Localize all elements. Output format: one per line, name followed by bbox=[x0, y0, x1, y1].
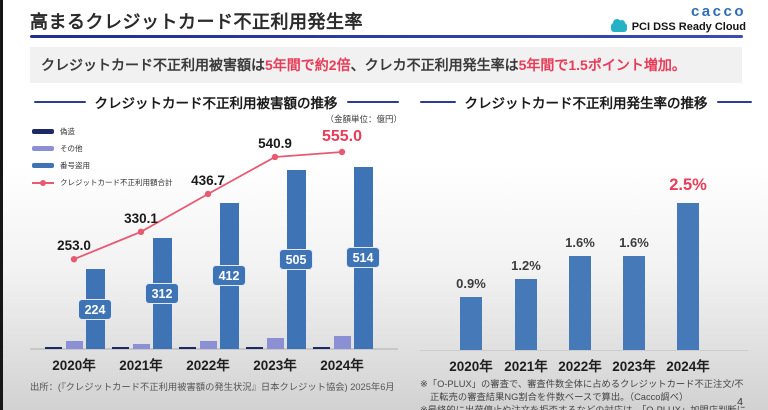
total-point-2023年 bbox=[271, 153, 279, 161]
x-axis-label: 2020年 bbox=[52, 358, 96, 373]
rate-chart-title: クレジットカード不正利用発生率の推移 bbox=[464, 96, 708, 111]
x-axis-label: 2021年 bbox=[504, 359, 548, 374]
rate-value-label: 1.6% bbox=[619, 234, 649, 250]
bar-value-badge: 412 bbox=[212, 265, 246, 287]
page-title: 高まるクレジットカード不正利用発生率 bbox=[30, 12, 363, 32]
banner-highlight-2: 5年間で1.5ポイント増加。 bbox=[518, 57, 686, 73]
rate-bar-2024年 bbox=[677, 202, 699, 350]
page-number: 4 bbox=[737, 396, 743, 408]
rate-bar-2020年 bbox=[460, 296, 482, 350]
legend-item-total-line: クレジットカード不正利用額合計 bbox=[32, 177, 173, 188]
damage-chart-title: クレジットカード不正利用被害額の推移 bbox=[94, 96, 338, 111]
bar-value-badge: 224 bbox=[78, 298, 112, 320]
x-axis-label: 2022年 bbox=[558, 359, 602, 374]
damage-amount-chart: クレジットカード不正利用被害額の推移 （金額単位：億円） 偽造 その他 番号盗用 bbox=[30, 92, 402, 393]
legend-swatch-number-theft bbox=[32, 163, 54, 168]
legend-label-total-line: クレジットカード不正利用額合計 bbox=[60, 178, 173, 187]
rate-value-label: 0.9% bbox=[456, 275, 486, 291]
bar-偽造-2024年 bbox=[312, 347, 330, 349]
damage-chart-title-row: クレジットカード不正利用被害額の推移 bbox=[30, 92, 402, 112]
damage-chart-legend: 偽造 その他 番号盗用 クレジットカード不正利用額合計 bbox=[32, 126, 173, 194]
rate-value-label: 2.5% bbox=[669, 175, 707, 194]
title-underline bbox=[30, 35, 743, 38]
title-dash-left bbox=[420, 101, 456, 103]
damage-chart-plot: 偽造 その他 番号盗用 クレジットカード不正利用額合計 224 312 412 505… bbox=[30, 124, 402, 350]
pci-dss-ready-cloud-lockup: PCI DSS Ready Cloud bbox=[610, 18, 746, 33]
bar-その他-2021年 bbox=[132, 343, 150, 349]
bar-value-badge: 312 bbox=[145, 283, 179, 305]
title-dash-left bbox=[33, 101, 86, 103]
bar-value-badge: 514 bbox=[346, 247, 380, 269]
total-point-2020年 bbox=[70, 255, 78, 263]
bar-偽造-2021年 bbox=[111, 347, 129, 349]
footnote-2: ※最終的に出荷停止や注文を拒否するなどの対応は、「O-PLUX」加盟店判断により… bbox=[420, 404, 752, 410]
legend-item-other: その他 bbox=[32, 143, 173, 154]
title-dash-right bbox=[346, 101, 399, 103]
cloud-icon bbox=[610, 18, 627, 32]
x-axis-label: 2022年 bbox=[186, 358, 230, 373]
fraud-rate-chart: クレジットカード不正利用発生率の推移 0.9% 1.2% 1.6% 1.6% 2.5% … bbox=[420, 92, 752, 410]
bar-value-badge: 505 bbox=[279, 248, 313, 270]
footnote-1: ※「O-PLUX」の審査で、審査件数全体に占めるクレジットカード不正注文/不正転… bbox=[420, 379, 744, 403]
bar-その他-2024年 bbox=[333, 336, 351, 349]
brand-logo: cacco PCI DSS Ready Cloud bbox=[610, 3, 746, 33]
pci-dss-product-name: PCI DSS Ready Cloud bbox=[631, 21, 746, 33]
total-value-label: 540.9 bbox=[258, 135, 292, 151]
bar-偽造-2023年 bbox=[245, 347, 263, 349]
rate-bar-2021年 bbox=[515, 279, 537, 350]
cacco-logo-text: cacco bbox=[690, 3, 746, 20]
total-point-2024年 bbox=[338, 148, 346, 156]
rate-x-axis-labels: 2020年 2021年 2022年 2023年 2024年 bbox=[420, 355, 752, 374]
x-axis-label: 2024年 bbox=[666, 359, 710, 374]
x-axis-label: 2021年 bbox=[119, 358, 163, 373]
bar-その他-2020年 bbox=[65, 341, 83, 349]
footnotes: ※「O-PLUX」の審査で、審査件数全体に占めるクレジットカード不正注文/不正転… bbox=[420, 378, 752, 410]
x-axis-label: 2023年 bbox=[612, 359, 656, 374]
legend-item-counterfeit: 偽造 bbox=[32, 126, 173, 137]
bar-偽造-2020年 bbox=[44, 346, 62, 349]
damage-x-axis-labels: 2020年 2021年 2022年 2023年 2024年 bbox=[30, 354, 402, 373]
x-axis-baseline bbox=[30, 348, 398, 350]
key-message-banner: クレジットカード不正利用被害額は5年間で約2倍、クレカ不正利用発生率は5年間で1… bbox=[30, 47, 742, 83]
screen-edge-strip bbox=[0, 0, 3, 410]
total-value-label: 555.0 bbox=[321, 127, 363, 145]
banner-highlight-1: 5年間で約2倍 bbox=[265, 57, 351, 73]
total-value-label: 330.1 bbox=[124, 210, 158, 226]
legend-swatch-other bbox=[32, 146, 54, 151]
title-dash-right bbox=[716, 101, 752, 103]
total-point-2021年 bbox=[137, 228, 145, 236]
x-axis-label: 2023年 bbox=[253, 358, 297, 373]
unit-note: （金額単位：億円） bbox=[325, 114, 402, 124]
total-value-label: 253.0 bbox=[57, 238, 91, 254]
legend-label-number-theft: 番号盗用 bbox=[60, 161, 90, 170]
rate-bar-2023年 bbox=[623, 255, 645, 350]
rate-chart-title-row: クレジットカード不正利用発生率の推移 bbox=[420, 92, 752, 112]
total-point-2022年 bbox=[204, 190, 212, 198]
legend-swatch-total-line bbox=[32, 179, 54, 186]
bar-その他-2023年 bbox=[266, 338, 284, 349]
rate-chart-plot: 0.9% 1.2% 1.6% 1.6% 2.5% bbox=[420, 125, 752, 351]
legend-swatch-counterfeit bbox=[32, 129, 54, 134]
total-value-label: 436.7 bbox=[191, 172, 225, 188]
banner-text-2: 、クレカ不正利用発生率は bbox=[350, 57, 519, 73]
legend-label-counterfeit: 偽造 bbox=[60, 127, 75, 136]
x-axis-label: 2024年 bbox=[320, 358, 364, 373]
rate-value-label: 1.2% bbox=[511, 258, 541, 274]
rate-value-label: 1.6% bbox=[565, 234, 595, 250]
rate-bar-2022年 bbox=[569, 255, 591, 350]
source-note: 出所：(『クレジットカード不正利用被害額の発生状況』日本クレジット協会) 202… bbox=[30, 382, 395, 392]
x-axis-label: 2020年 bbox=[449, 359, 493, 374]
legend-label-other: その他 bbox=[60, 144, 83, 153]
legend-item-number-theft: 番号盗用 bbox=[32, 160, 173, 171]
x-axis-baseline bbox=[420, 349, 748, 351]
bar-偽造-2022年 bbox=[178, 347, 196, 349]
bar-その他-2022年 bbox=[199, 340, 217, 349]
banner-text-1: クレジットカード不正利用被害額は bbox=[41, 57, 265, 73]
